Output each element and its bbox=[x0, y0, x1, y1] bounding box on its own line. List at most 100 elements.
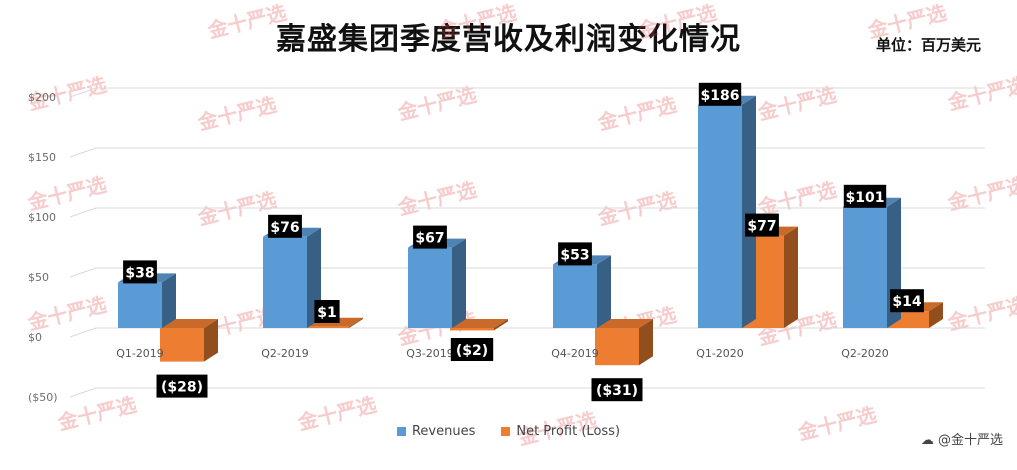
bar-net-profit-front bbox=[595, 328, 639, 366]
y-tick-label: $50 bbox=[28, 271, 49, 284]
data-label-net-profit-box bbox=[890, 289, 924, 313]
unit-prefix: 单位： bbox=[875, 36, 921, 54]
y-tick-label: $200 bbox=[28, 91, 56, 104]
x-tick-label: Q2-2020 bbox=[841, 347, 889, 360]
data-label-net-profit-text: ($2) bbox=[456, 343, 488, 359]
bar-revenue bbox=[553, 255, 611, 328]
data-label-revenue-box bbox=[123, 260, 157, 284]
x-tick-label: Q3-2019 bbox=[406, 347, 454, 360]
data-label-revenue-box bbox=[413, 225, 447, 249]
gridline-diag bbox=[69, 207, 97, 218]
bar-revenue bbox=[408, 238, 466, 328]
gridline-diag bbox=[69, 267, 97, 278]
watermark-text: 金十严选 bbox=[944, 172, 1017, 215]
data-labels: $38 ($28) $76 $1 $67 ($2) $53 ($31) $186 $77 $101 $… bbox=[123, 82, 924, 402]
bar-net-profit-side bbox=[784, 226, 798, 328]
data-label-revenue-box bbox=[698, 82, 742, 106]
data-label-net-profit-text: ($28) bbox=[161, 380, 203, 396]
watermark-text: 金十严选 bbox=[394, 177, 478, 220]
legend: Revenues Net Profit (Loss) bbox=[0, 424, 1017, 439]
weibo-icon: ☁ bbox=[920, 433, 938, 448]
watermark-text: 金十严选 bbox=[194, 187, 278, 230]
bar-net-profit-side bbox=[204, 319, 218, 362]
y-tick-label: ($50) bbox=[28, 391, 58, 404]
data-label-net-profit: $14 bbox=[890, 289, 924, 313]
legend-swatch-revenues bbox=[396, 427, 406, 436]
data-label-net-profit: ($2) bbox=[450, 338, 494, 361]
data-label-net-profit-box bbox=[450, 338, 494, 361]
data-label-net-profit-box bbox=[314, 300, 340, 323]
data-label-net-profit-text: $14 bbox=[892, 294, 921, 310]
watermark-text: 金十严选 bbox=[634, 0, 718, 43]
bar-net-profit-top bbox=[595, 319, 653, 328]
gridline-diag bbox=[69, 387, 97, 398]
watermark-text: 金十严选 bbox=[944, 72, 1017, 115]
y-tick-label: $100 bbox=[28, 211, 56, 224]
legend-swatch-net-profit bbox=[501, 427, 511, 436]
x-tick-label: Q2-2019 bbox=[261, 347, 309, 360]
bar-revenue-side bbox=[162, 273, 176, 328]
watermark-text: 金十严选 bbox=[754, 82, 838, 125]
bar-revenue-side bbox=[742, 95, 756, 328]
brand-text: @金十严选 bbox=[937, 433, 1003, 448]
data-label-revenue-text: $53 bbox=[560, 247, 589, 263]
bar-net-profit-front bbox=[160, 328, 204, 362]
data-label-net-profit-text: $1 bbox=[317, 305, 336, 321]
data-label-net-profit-box bbox=[591, 378, 643, 402]
data-label-net-profit: $77 bbox=[745, 213, 779, 237]
data-label-revenue: $53 bbox=[558, 242, 592, 266]
bar-net-profit-top bbox=[160, 319, 218, 328]
bar-revenue-side bbox=[597, 255, 611, 328]
bar-revenue-front bbox=[118, 282, 162, 328]
data-label-revenue: $76 bbox=[268, 214, 302, 238]
data-label-net-profit: ($28) bbox=[156, 374, 208, 398]
data-label-revenue-box bbox=[843, 184, 887, 208]
x-axis-categories: Q1-2019 Q2-2019 Q3-2019 Q4-2019 Q1-2020 Q2-20… bbox=[116, 347, 889, 360]
data-label-net-profit-box bbox=[745, 213, 779, 237]
data-label-revenue-box bbox=[558, 242, 592, 266]
data-label-revenue-text: $101 bbox=[846, 190, 885, 206]
bar-net-profit-side bbox=[349, 317, 363, 328]
data-label-revenue: $38 bbox=[123, 260, 157, 284]
bar-net-profit-side bbox=[494, 319, 508, 331]
bar-revenue-front bbox=[553, 264, 597, 328]
legend-item-net-profit: Net Profit (Loss) bbox=[501, 424, 620, 439]
data-label-revenue: $101 bbox=[843, 184, 887, 208]
data-label-net-profit-text: ($31) bbox=[596, 383, 638, 399]
y-tick-label: $150 bbox=[28, 151, 56, 164]
gridline-diag bbox=[69, 87, 97, 98]
data-label-revenue-text: $186 bbox=[701, 88, 740, 104]
bar-revenue-front bbox=[408, 247, 452, 328]
data-label-net-profit: $1 bbox=[314, 300, 340, 323]
watermark-text: 金十严选 bbox=[24, 172, 108, 215]
gridline-diag bbox=[69, 147, 97, 158]
bar-net-profit-top bbox=[450, 319, 508, 328]
watermark-text: 金十严选 bbox=[594, 92, 678, 135]
unit-label: 单位：百万美元 bbox=[876, 34, 981, 55]
watermark-text: 金十严选 bbox=[204, 0, 288, 43]
watermark-text: 金十严选 bbox=[194, 92, 278, 135]
bar-revenue-front bbox=[698, 104, 742, 328]
data-label-revenue-text: $38 bbox=[125, 265, 154, 281]
watermark-text: 金十严选 bbox=[24, 292, 108, 335]
legend-label-revenues: Revenues bbox=[411, 424, 476, 439]
legend-label-net-profit: Net Profit (Loss) bbox=[516, 424, 621, 439]
watermark-text: 金十严选 bbox=[944, 292, 1017, 335]
bar-net-profit-front bbox=[450, 328, 494, 331]
grid-lines bbox=[69, 87, 985, 398]
legend-item-revenues: Revenues bbox=[396, 424, 476, 439]
data-label-revenue-box bbox=[268, 214, 302, 238]
watermark-text: 金十严选 bbox=[434, 0, 518, 43]
data-label-revenue: $186 bbox=[698, 82, 742, 106]
bar-net-profit-front bbox=[305, 326, 349, 328]
data-label-revenue: $67 bbox=[413, 225, 447, 249]
chart-title: 嘉盛集团季度营收及利润变化情况 bbox=[276, 22, 741, 57]
unit-value: 百万美元 bbox=[920, 36, 981, 54]
data-label-net-profit-text: $77 bbox=[747, 219, 776, 235]
y-axis: ($50) $0 $50 $100 $150 $200 bbox=[28, 91, 58, 404]
data-label-revenue-text: $67 bbox=[415, 231, 444, 247]
bar-revenue bbox=[263, 227, 321, 328]
data-label-net-profit-box bbox=[156, 374, 208, 398]
y-tick-label: $0 bbox=[28, 331, 42, 344]
